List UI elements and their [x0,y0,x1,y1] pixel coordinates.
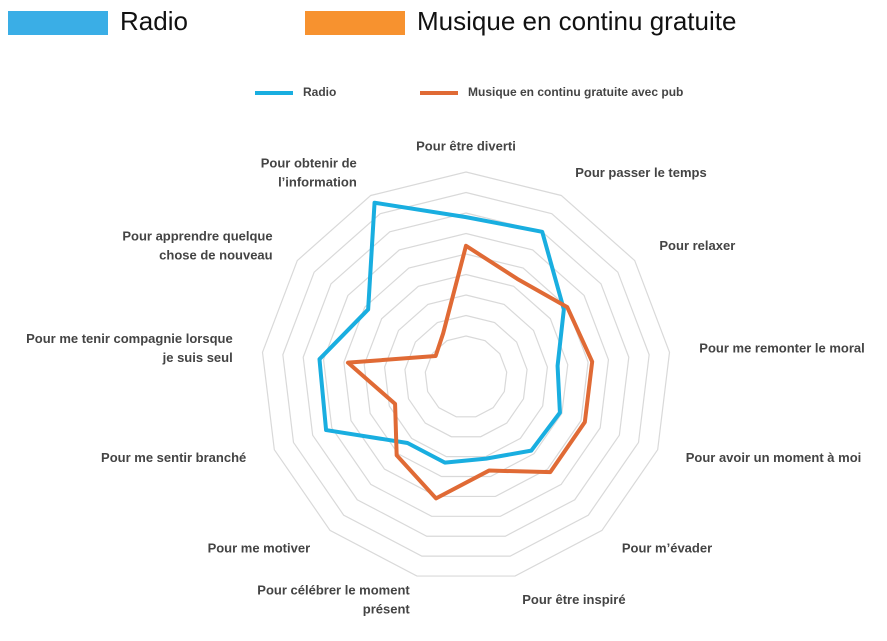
category-label: Pour me sentir branché [101,450,246,465]
category-label: Pour avoir un moment à moi [686,450,862,465]
category-label: Pour célébrer le moment [257,582,410,597]
category-label: Pour être diverti [416,138,516,153]
category-label: Pour me tenir compagnie lorsque [26,331,233,346]
category-label: chose de nouveau [159,247,272,262]
header-legend-label: Radio [120,6,188,36]
grid-ring [261,171,671,577]
category-label: Pour passer le temps [575,165,707,180]
grid-ring [302,212,630,537]
grid-ring [363,273,569,478]
grid-ring [404,314,528,438]
category-label: présent [363,601,411,616]
category-label: Pour obtenir de [261,155,357,170]
series-line [317,200,566,465]
category-label: Pour relaxer [659,238,735,253]
legend-label: Radio [303,85,336,99]
series-line [345,243,595,501]
grid-ring [282,191,650,557]
category-label: l’information [278,174,357,189]
grid-ring [383,294,549,458]
category-label: Pour apprendre quelque [122,228,272,243]
grid-ring [322,232,610,517]
legend-label: Musique en continu gratuite avec pub [468,85,683,99]
category-label: Pour être inspiré [522,592,625,607]
header-legend-swatch [305,11,405,35]
category-label: je suis seul [162,350,233,365]
header-legend-swatch [8,11,108,35]
category-label: Pour me remonter le moral [699,341,864,356]
category-label: Pour m’évader [622,541,712,556]
category-label: Pour me motiver [208,541,311,556]
header-legend-label: Musique en continu gratuite [417,6,736,36]
